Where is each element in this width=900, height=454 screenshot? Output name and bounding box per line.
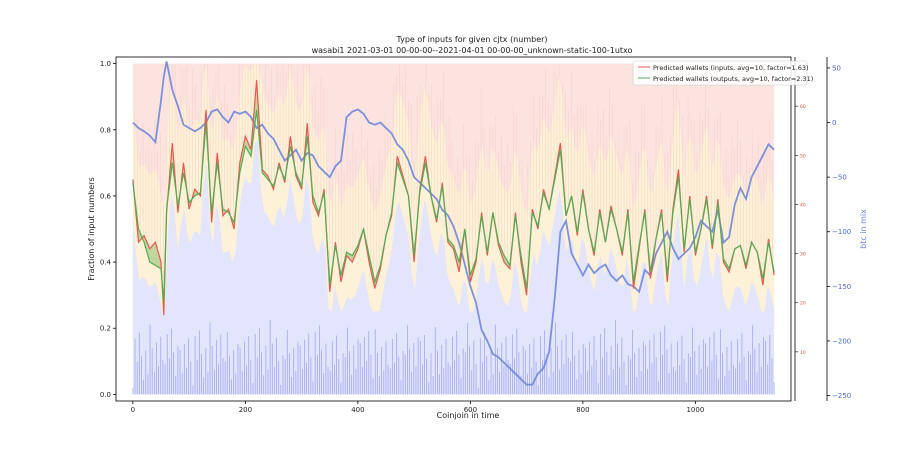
- input-count-bars: [132, 63, 775, 395]
- chart-subtitle: wasabi1 2021-03-01 00-00-00--2021-04-01 …: [312, 46, 633, 55]
- x-tick-label: 1000: [686, 406, 704, 414]
- x-tick-label: 200: [239, 406, 252, 414]
- y-tick-label: 0.0: [100, 391, 111, 399]
- y-tick-label: 1.0: [100, 60, 111, 68]
- plot-frame: [115, 56, 792, 402]
- predicted-wallets-outputs-line: [132, 109, 775, 302]
- middle-fraction-band: [132, 63, 775, 312]
- y3-tick-label: 10: [800, 350, 806, 356]
- y-tick-label: 0.4: [100, 259, 112, 267]
- y2-tick-label: −250: [832, 392, 851, 400]
- y2-axis-label: btc in mix: [859, 209, 868, 249]
- y2-tick-label: −150: [832, 283, 851, 291]
- y3-tick-label: 50: [800, 153, 806, 159]
- series-lines: [132, 61, 775, 386]
- x-axis-label: Coinjoin in time: [437, 411, 500, 420]
- x-tick-label: 400: [351, 406, 364, 414]
- y-tick-label: 0.2: [100, 325, 111, 333]
- bottom-fraction-band: [132, 140, 775, 395]
- axes: 0 200 400 600 800 10000.00.20.40.60.81.010203…: [100, 60, 851, 414]
- chart-title: Type of inputs for given cjtx (number): [395, 35, 547, 44]
- legend-label-outputs: Predicted wallets (outputs, avg=10, fact…: [653, 75, 813, 83]
- legend: Predicted wallets (inputs, avg=10, facto…: [632, 60, 813, 86]
- x-tick-label: 0: [131, 406, 135, 414]
- legend-box: [632, 60, 808, 86]
- y3-tick-label: 60: [800, 104, 806, 110]
- y2-tick-label: 0: [832, 119, 836, 127]
- y-tick-label: 0.8: [100, 126, 111, 134]
- y2-tick-label: 50: [832, 64, 841, 72]
- y3-tick-label: 30: [800, 252, 806, 258]
- legend-label-inputs: Predicted wallets (inputs, avg=10, facto…: [653, 64, 809, 72]
- y2-tick-label: −100: [832, 228, 851, 236]
- y3-tick-label: 20: [800, 301, 806, 307]
- y2-tick-label: −50: [832, 174, 847, 182]
- x-tick-label: 600: [464, 406, 477, 414]
- btc-in-mix-line: [132, 61, 775, 386]
- y-axis-label: Fraction of input numbers: [87, 177, 96, 280]
- y3-tick-label: 40: [800, 202, 806, 208]
- x-tick-label: 800: [576, 406, 589, 414]
- y2-tick-label: −200: [832, 337, 851, 345]
- y-tick-label: 0.6: [100, 192, 112, 200]
